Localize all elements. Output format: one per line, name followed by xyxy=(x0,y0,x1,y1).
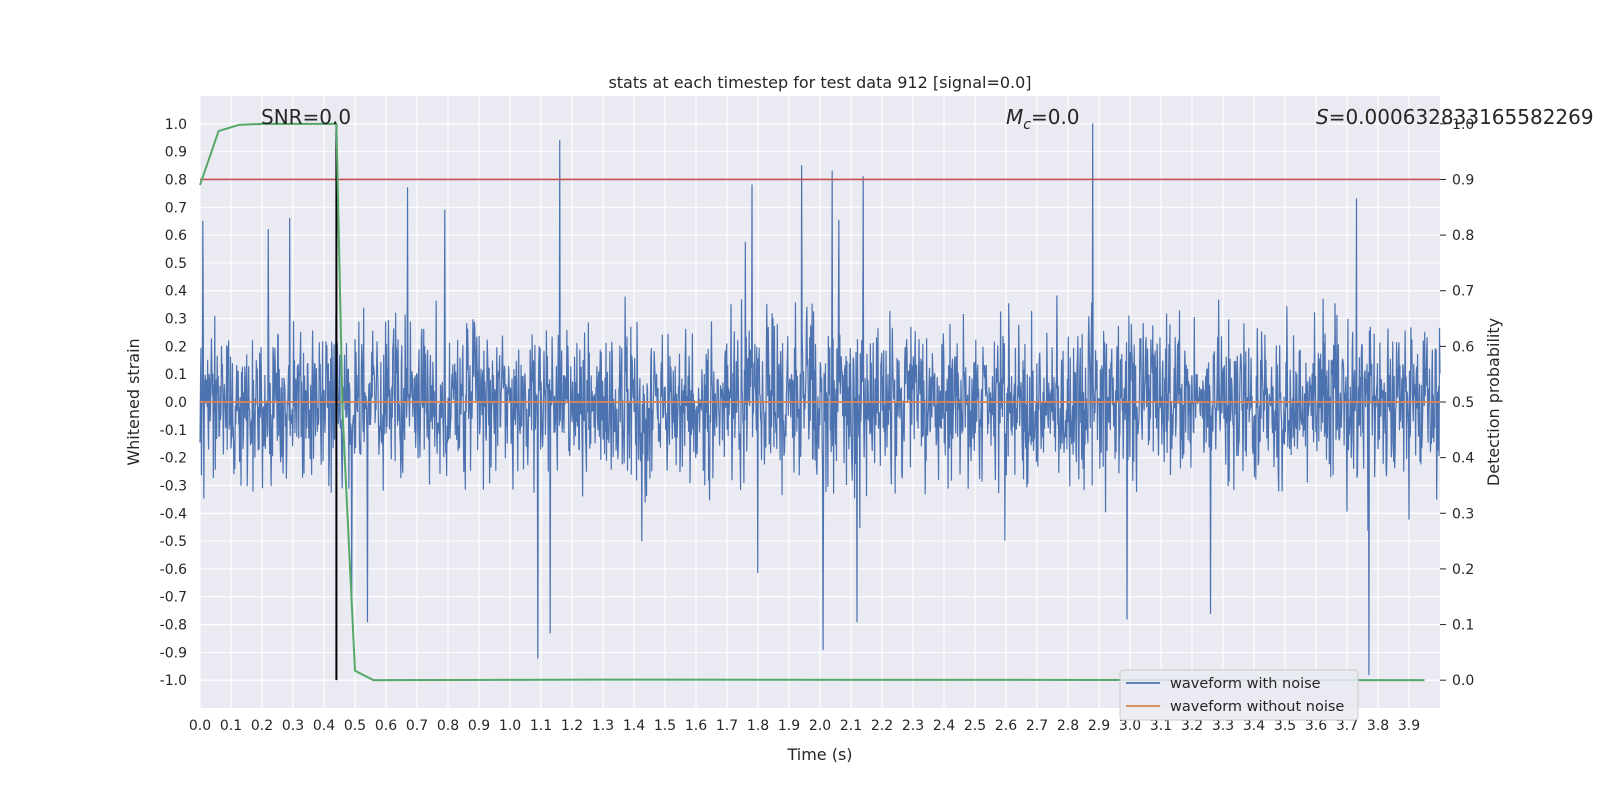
x-tick-labels: 0.0 0.1 0.2 0.3 0.4 0.5 0.6 0.7 0.8 0.9 1.0 1.1 1.2 1… xyxy=(189,718,1420,734)
series-detection-probability xyxy=(199,122,1425,682)
s-symbol: S xyxy=(1316,105,1329,129)
y-axis-label: Whitened strain xyxy=(124,338,143,465)
x-tick-label: 0.9 xyxy=(468,718,490,734)
x-tick-label: 1.8 xyxy=(747,718,769,734)
x-tick-label: 2.4 xyxy=(933,718,955,734)
x-tick-label: 0.6 xyxy=(375,718,397,734)
y-tick-label: 0.5 xyxy=(165,256,187,272)
x-tick-label: 3.9 xyxy=(1398,718,1420,734)
x-tick-label: 2.7 xyxy=(1026,718,1048,734)
legend-label-clean: waveform without noise xyxy=(1170,699,1344,715)
chirp-mass-value: =0.0 xyxy=(1031,105,1080,129)
s-value: =0.000632833165582269 xyxy=(1329,105,1594,129)
s-annotation: S=0.000632833165582269 xyxy=(1316,105,1594,129)
x-tick-label: 1.0 xyxy=(499,718,521,734)
y2-tick-label: 0.6 xyxy=(1452,339,1474,355)
series-waveform-with-noise xyxy=(199,123,1441,676)
x-tick-label: 2.1 xyxy=(840,718,862,734)
y-tick-label: 0.2 xyxy=(165,339,187,355)
legend: waveform with noise waveform without noi… xyxy=(1119,669,1359,721)
noisy-waveform-series xyxy=(199,123,1441,676)
y-tick-label: -0.4 xyxy=(160,506,187,522)
x-tick-label: 1.2 xyxy=(561,718,583,734)
x-tick-label: 1.9 xyxy=(778,718,800,734)
x-tick-label: 3.6 xyxy=(1305,718,1327,734)
chart-title: stats at each timestep for test data 912… xyxy=(608,73,1031,92)
y2-tick-label: 1.0 xyxy=(1452,117,1474,133)
y-tick-label: -0.8 xyxy=(160,618,187,634)
y-tick-label: 0.3 xyxy=(165,312,187,328)
y2-tick-label: 0.8 xyxy=(1452,228,1474,244)
x-tick-label: 3.2 xyxy=(1181,718,1203,734)
y2-axis-label: Detection probability xyxy=(1484,318,1503,486)
x-tick-label: 0.3 xyxy=(282,718,304,734)
x-tick-label: 2.2 xyxy=(871,718,893,734)
y-tick-label: 0.8 xyxy=(165,172,187,188)
y-tick-label: 0.6 xyxy=(165,228,187,244)
legend-label-noisy: waveform with noise xyxy=(1170,676,1321,692)
y-tick-label: -0.9 xyxy=(160,645,187,661)
y-tick-label: 0.0 xyxy=(165,395,187,411)
y-tick-label: -1.0 xyxy=(160,673,187,689)
x-tick-label: 2.3 xyxy=(902,718,924,734)
x-tick-label: 1.6 xyxy=(685,718,707,734)
x-tick-label: 1.4 xyxy=(623,718,645,734)
x-tick-label: 0.0 xyxy=(189,718,211,734)
x-tick-label: 0.8 xyxy=(437,718,459,734)
y-tick-label: -0.3 xyxy=(160,478,187,494)
x-tick-label: 0.1 xyxy=(220,718,242,734)
x-axis-label: Time (s) xyxy=(786,745,852,764)
y-tick-label: 0.9 xyxy=(165,145,187,161)
x-tick-label: 0.2 xyxy=(251,718,273,734)
y2-tick-marks xyxy=(1440,123,1446,681)
y-tick-label: 0.4 xyxy=(165,284,187,300)
legend-box xyxy=(1119,669,1359,721)
x-tick-label: 2.0 xyxy=(809,718,831,734)
x-tick-label: 0.4 xyxy=(313,718,335,734)
y2-tick-label: 0.3 xyxy=(1452,506,1474,522)
y2-tick-labels: 1.0 0.9 0.8 0.7 0.6 0.5 0.4 0.3 0.2 0.1 0.0 xyxy=(1452,117,1474,689)
x-tick-label: 3.7 xyxy=(1336,718,1358,734)
y-tick-label: 1.0 xyxy=(165,117,187,133)
x-tick-label: 2.5 xyxy=(964,718,986,734)
y2-tick-label: 0.5 xyxy=(1452,395,1474,411)
chirp-mass-annotation: Mc=0.0 xyxy=(1006,105,1080,133)
chirp-mass-subscript: c xyxy=(1023,117,1031,133)
snr-annotation: SNR=0.0 xyxy=(261,105,351,129)
y-tick-label: 0.7 xyxy=(165,200,187,216)
y-tick-label: -0.7 xyxy=(160,590,187,606)
x-tick-label: 0.7 xyxy=(406,718,428,734)
x-tick-label: 3.1 xyxy=(1150,718,1172,734)
x-tick-label: 3.0 xyxy=(1119,718,1141,734)
y2-tick-label: 0.1 xyxy=(1452,618,1474,634)
x-tick-label: 3.5 xyxy=(1274,718,1296,734)
y2-tick-label: 0.4 xyxy=(1452,451,1474,467)
x-tick-label: 0.5 xyxy=(344,718,366,734)
y-tick-label: -0.5 xyxy=(160,534,187,550)
y-tick-label: -0.1 xyxy=(160,423,187,439)
x-tick-label: 2.8 xyxy=(1057,718,1079,734)
x-tick-label: 1.3 xyxy=(592,718,614,734)
chirp-mass-symbol: M xyxy=(1006,105,1023,129)
y2-tick-label: 0.2 xyxy=(1452,562,1474,578)
y2-tick-label: 0.7 xyxy=(1452,284,1474,300)
x-tick-label: 2.9 xyxy=(1088,718,1110,734)
x-tick-label: 2.6 xyxy=(995,718,1017,734)
y-tick-label: -0.2 xyxy=(160,451,187,467)
overlay-lines xyxy=(199,122,1440,682)
x-tick-label: 3.4 xyxy=(1243,718,1265,734)
x-tick-label: 1.5 xyxy=(654,718,676,734)
x-tick-label: 3.8 xyxy=(1367,718,1389,734)
y-tick-label: -0.6 xyxy=(160,562,187,578)
x-tick-label: 3.3 xyxy=(1212,718,1234,734)
y-tick-labels: 1.0 0.9 0.8 0.7 0.6 0.5 0.4 0.3 0.2 0.1 0.0 -0.1 -0.… xyxy=(160,117,187,689)
y2-tick-label: 0.0 xyxy=(1452,673,1474,689)
x-tick-label: 1.7 xyxy=(716,718,738,734)
y2-tick-label: 0.9 xyxy=(1452,172,1474,188)
y-tick-label: 0.1 xyxy=(165,367,187,383)
x-tick-label: 1.1 xyxy=(530,718,552,734)
